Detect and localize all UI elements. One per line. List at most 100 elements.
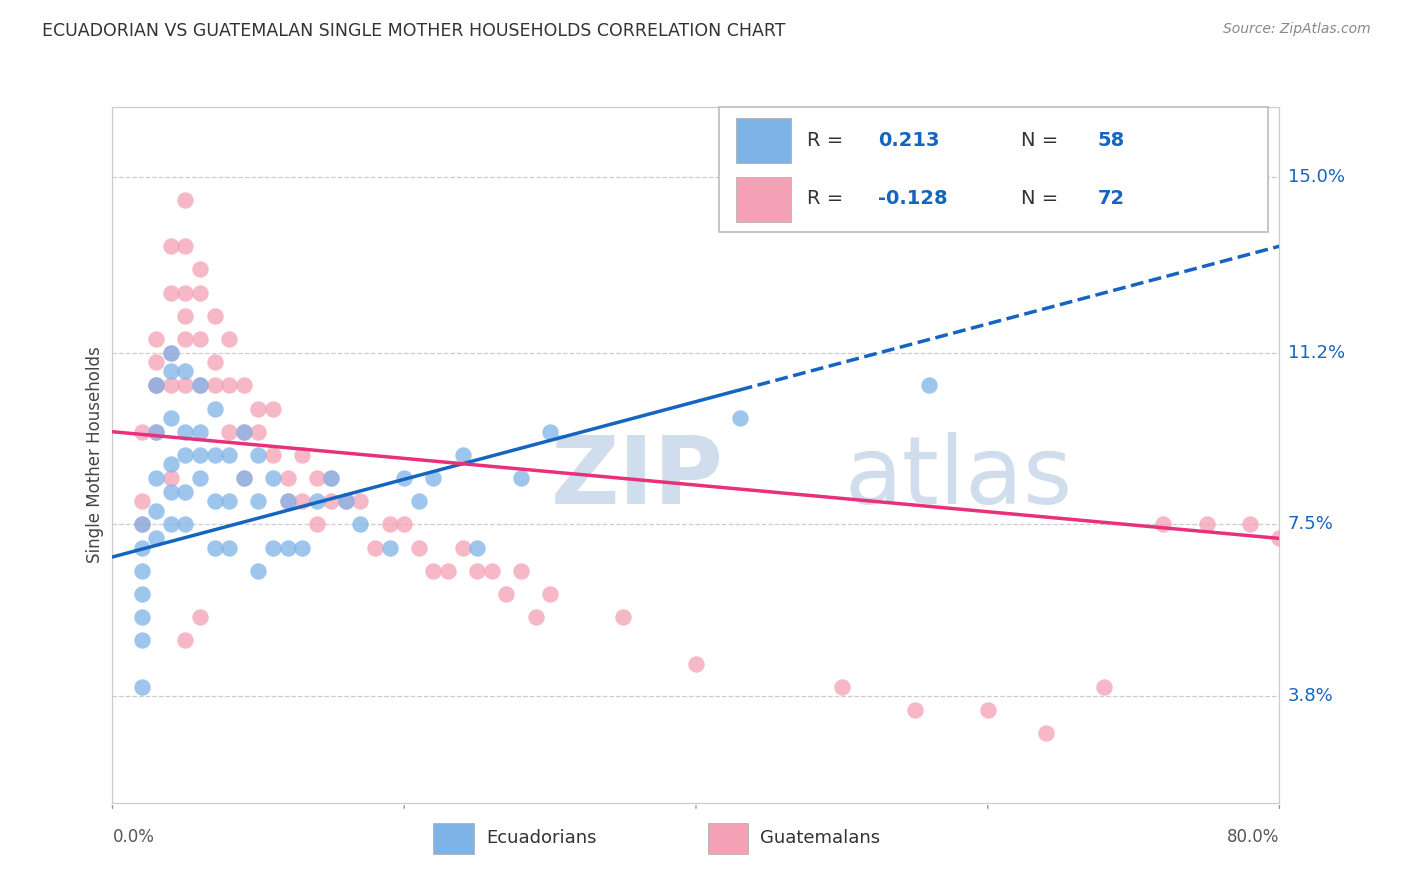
Point: [131, 517, 153, 532]
Point: [305, 471, 328, 485]
Text: 58: 58: [1098, 131, 1125, 151]
Point: [1268, 532, 1291, 546]
Point: [524, 610, 547, 624]
Text: Source: ZipAtlas.com: Source: ZipAtlas.com: [1223, 22, 1371, 37]
Point: [188, 471, 211, 485]
Point: [218, 448, 240, 462]
Point: [232, 425, 254, 439]
Point: [160, 239, 183, 253]
Point: [145, 471, 167, 485]
Point: [174, 285, 197, 300]
Point: [188, 378, 211, 392]
Point: [160, 346, 183, 360]
Point: [305, 494, 328, 508]
Point: [378, 517, 401, 532]
Point: [321, 471, 343, 485]
Point: [174, 193, 197, 207]
Point: [131, 680, 153, 694]
Point: [204, 401, 226, 416]
Point: [232, 378, 254, 392]
Point: [160, 517, 183, 532]
Point: [495, 587, 517, 601]
Point: [160, 485, 183, 500]
Point: [218, 378, 240, 392]
Point: [262, 401, 284, 416]
Text: 80.0%: 80.0%: [1227, 828, 1279, 846]
Point: [131, 517, 153, 532]
Point: [204, 448, 226, 462]
Point: [232, 425, 254, 439]
Point: [160, 378, 183, 392]
Text: 15.0%: 15.0%: [1288, 168, 1344, 186]
Point: [451, 448, 474, 462]
Point: [131, 425, 153, 439]
Text: 72: 72: [1098, 189, 1125, 208]
Bar: [433, 822, 474, 855]
Point: [538, 425, 561, 439]
Point: [291, 448, 314, 462]
Point: [160, 285, 183, 300]
Point: [218, 425, 240, 439]
Point: [174, 448, 197, 462]
Point: [481, 564, 503, 578]
Point: [509, 564, 531, 578]
Point: [188, 262, 211, 277]
Point: [188, 285, 211, 300]
Text: 0.213: 0.213: [879, 131, 939, 151]
Point: [262, 448, 284, 462]
Point: [188, 448, 211, 462]
Point: [188, 378, 211, 392]
Point: [422, 564, 444, 578]
Point: [422, 471, 444, 485]
Point: [1035, 726, 1057, 740]
Point: [174, 378, 197, 392]
Point: [188, 332, 211, 346]
Point: [174, 364, 197, 378]
Point: [131, 494, 153, 508]
Point: [831, 680, 853, 694]
Point: [321, 494, 343, 508]
Text: 7.5%: 7.5%: [1288, 516, 1334, 533]
Point: [728, 410, 751, 425]
Point: [204, 355, 226, 369]
Point: [160, 364, 183, 378]
Point: [392, 471, 416, 485]
Point: [1195, 517, 1218, 532]
Point: [612, 610, 634, 624]
Point: [349, 494, 371, 508]
Point: [131, 633, 153, 648]
Point: [145, 355, 167, 369]
Point: [437, 564, 460, 578]
Point: [408, 494, 430, 508]
Point: [218, 494, 240, 508]
Point: [276, 494, 298, 508]
Point: [262, 541, 284, 555]
Point: [262, 471, 284, 485]
Point: [904, 703, 927, 717]
Text: Ecuadorians: Ecuadorians: [486, 830, 596, 847]
Point: [321, 471, 343, 485]
Bar: [735, 178, 790, 222]
Point: [335, 494, 357, 508]
Point: [247, 401, 270, 416]
Point: [247, 448, 270, 462]
Text: 11.2%: 11.2%: [1288, 344, 1346, 362]
Text: N =: N =: [1021, 131, 1059, 151]
Point: [145, 425, 167, 439]
Point: [160, 457, 183, 471]
Point: [131, 564, 153, 578]
Point: [145, 378, 167, 392]
Text: 0.0%: 0.0%: [112, 828, 155, 846]
Point: [204, 378, 226, 392]
Point: [218, 541, 240, 555]
Point: [465, 541, 488, 555]
Point: [1239, 517, 1261, 532]
Point: [218, 332, 240, 346]
Point: [364, 541, 387, 555]
Point: [160, 346, 183, 360]
Point: [408, 541, 430, 555]
Point: [174, 309, 197, 323]
Point: [976, 703, 998, 717]
Point: [204, 494, 226, 508]
Point: [335, 494, 357, 508]
